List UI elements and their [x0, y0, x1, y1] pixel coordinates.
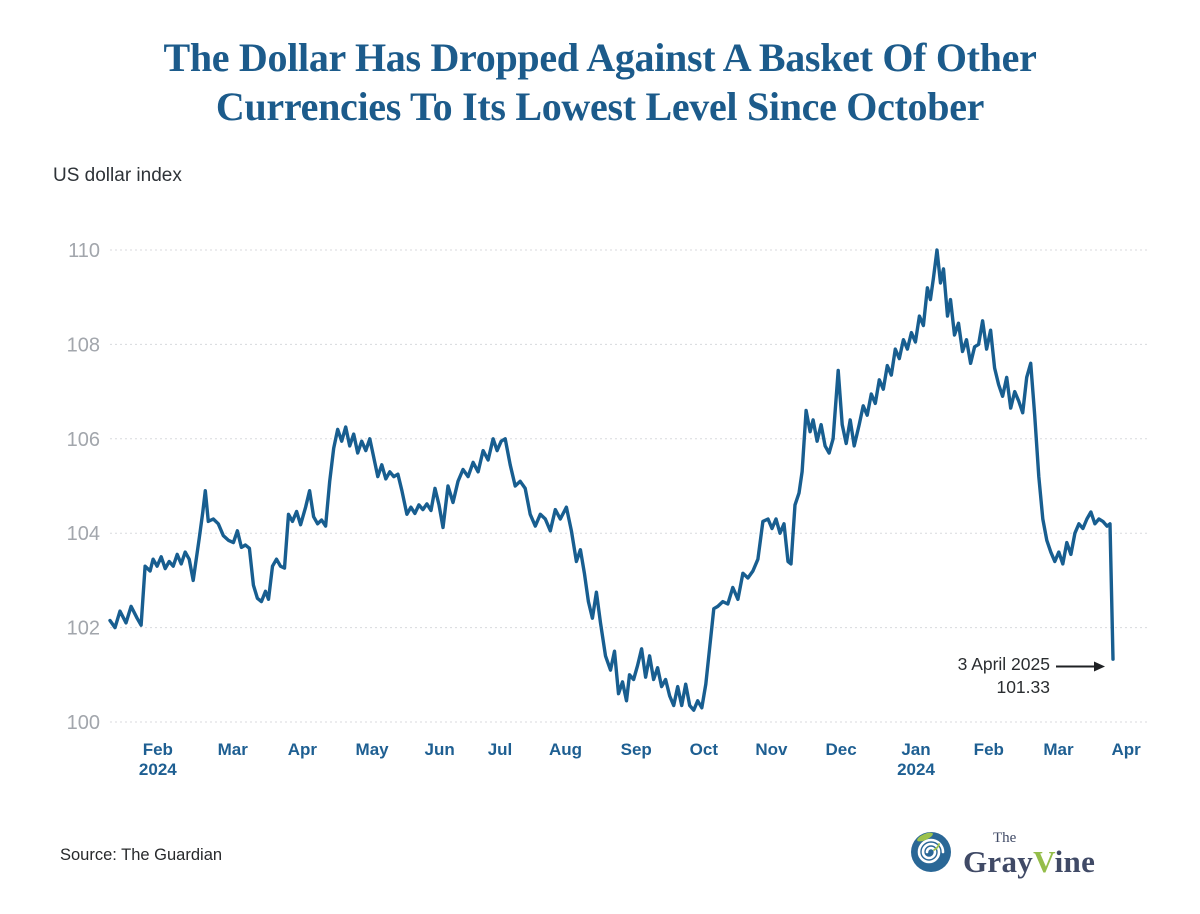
logo-vine-v: V [1033, 844, 1055, 879]
logo-the: The [993, 830, 1017, 846]
x-tick-label: May [355, 740, 389, 759]
logo-vine-rest: ine [1054, 844, 1096, 879]
x-tick-label: Mar [1043, 740, 1074, 759]
logo-gray: Gray [963, 844, 1034, 879]
x-tick-label: Nov [755, 740, 788, 759]
x-tick-label: Aug [548, 740, 583, 759]
logo-text: The GrayVine [963, 830, 1095, 878]
x-tick-label: Sep [620, 740, 652, 759]
y-tick-label: 100 [67, 712, 100, 733]
y-tick-label: 108 [67, 334, 100, 356]
x-tick-label: Feb 2024 [138, 740, 177, 779]
x-tick-label: Mar [217, 740, 248, 759]
y-tick-label: 102 [67, 618, 100, 640]
x-tick-label: Jun [424, 740, 455, 759]
x-tick-label: Apr [287, 740, 318, 759]
dollar-index-line [108, 248, 1115, 712]
x-tick-label: Feb [973, 740, 1004, 759]
annotation-value: 101.33 [996, 677, 1050, 697]
last-point-annotation: 3 April 2025 101.33 [958, 653, 1050, 699]
spiral-logo-icon [911, 832, 951, 872]
title-line-1: The Dollar Has Dropped Against A Basket … [163, 35, 1037, 80]
y-tick-label: 110 [68, 243, 100, 262]
x-tick-label: Jul [487, 740, 513, 759]
x-tick-label: Apr [1111, 740, 1141, 759]
title-line-2: Currencies To Its Lowest Level Since Oct… [215, 84, 985, 129]
grayvine-logo: The GrayVine [910, 830, 1095, 877]
y-tick-label: 104 [67, 523, 100, 545]
x-tick-label: Dec [825, 740, 857, 759]
annotation-arrow-icon [1056, 661, 1105, 672]
source-credit: Source: The Guardian [60, 846, 223, 864]
chart-subtitle: US dollar index [53, 165, 182, 186]
x-tick-label: Oct [689, 740, 718, 759]
x-tick-label: Jan 2024 [897, 740, 935, 779]
logo-main: GrayVine [963, 846, 1095, 877]
y-tick-label: 106 [67, 429, 100, 451]
line-chart: 110 108 106 104 102 100 [67, 243, 1150, 733]
annotation-date: 3 April 2025 [957, 654, 1050, 674]
x-axis: Feb 2024 Mar Apr May Jun Jul Aug Sep Oct Nov Dec Jan… [0, 740, 1200, 786]
page-title: The Dollar Has Dropped Against A Basket … [0, 33, 1200, 131]
